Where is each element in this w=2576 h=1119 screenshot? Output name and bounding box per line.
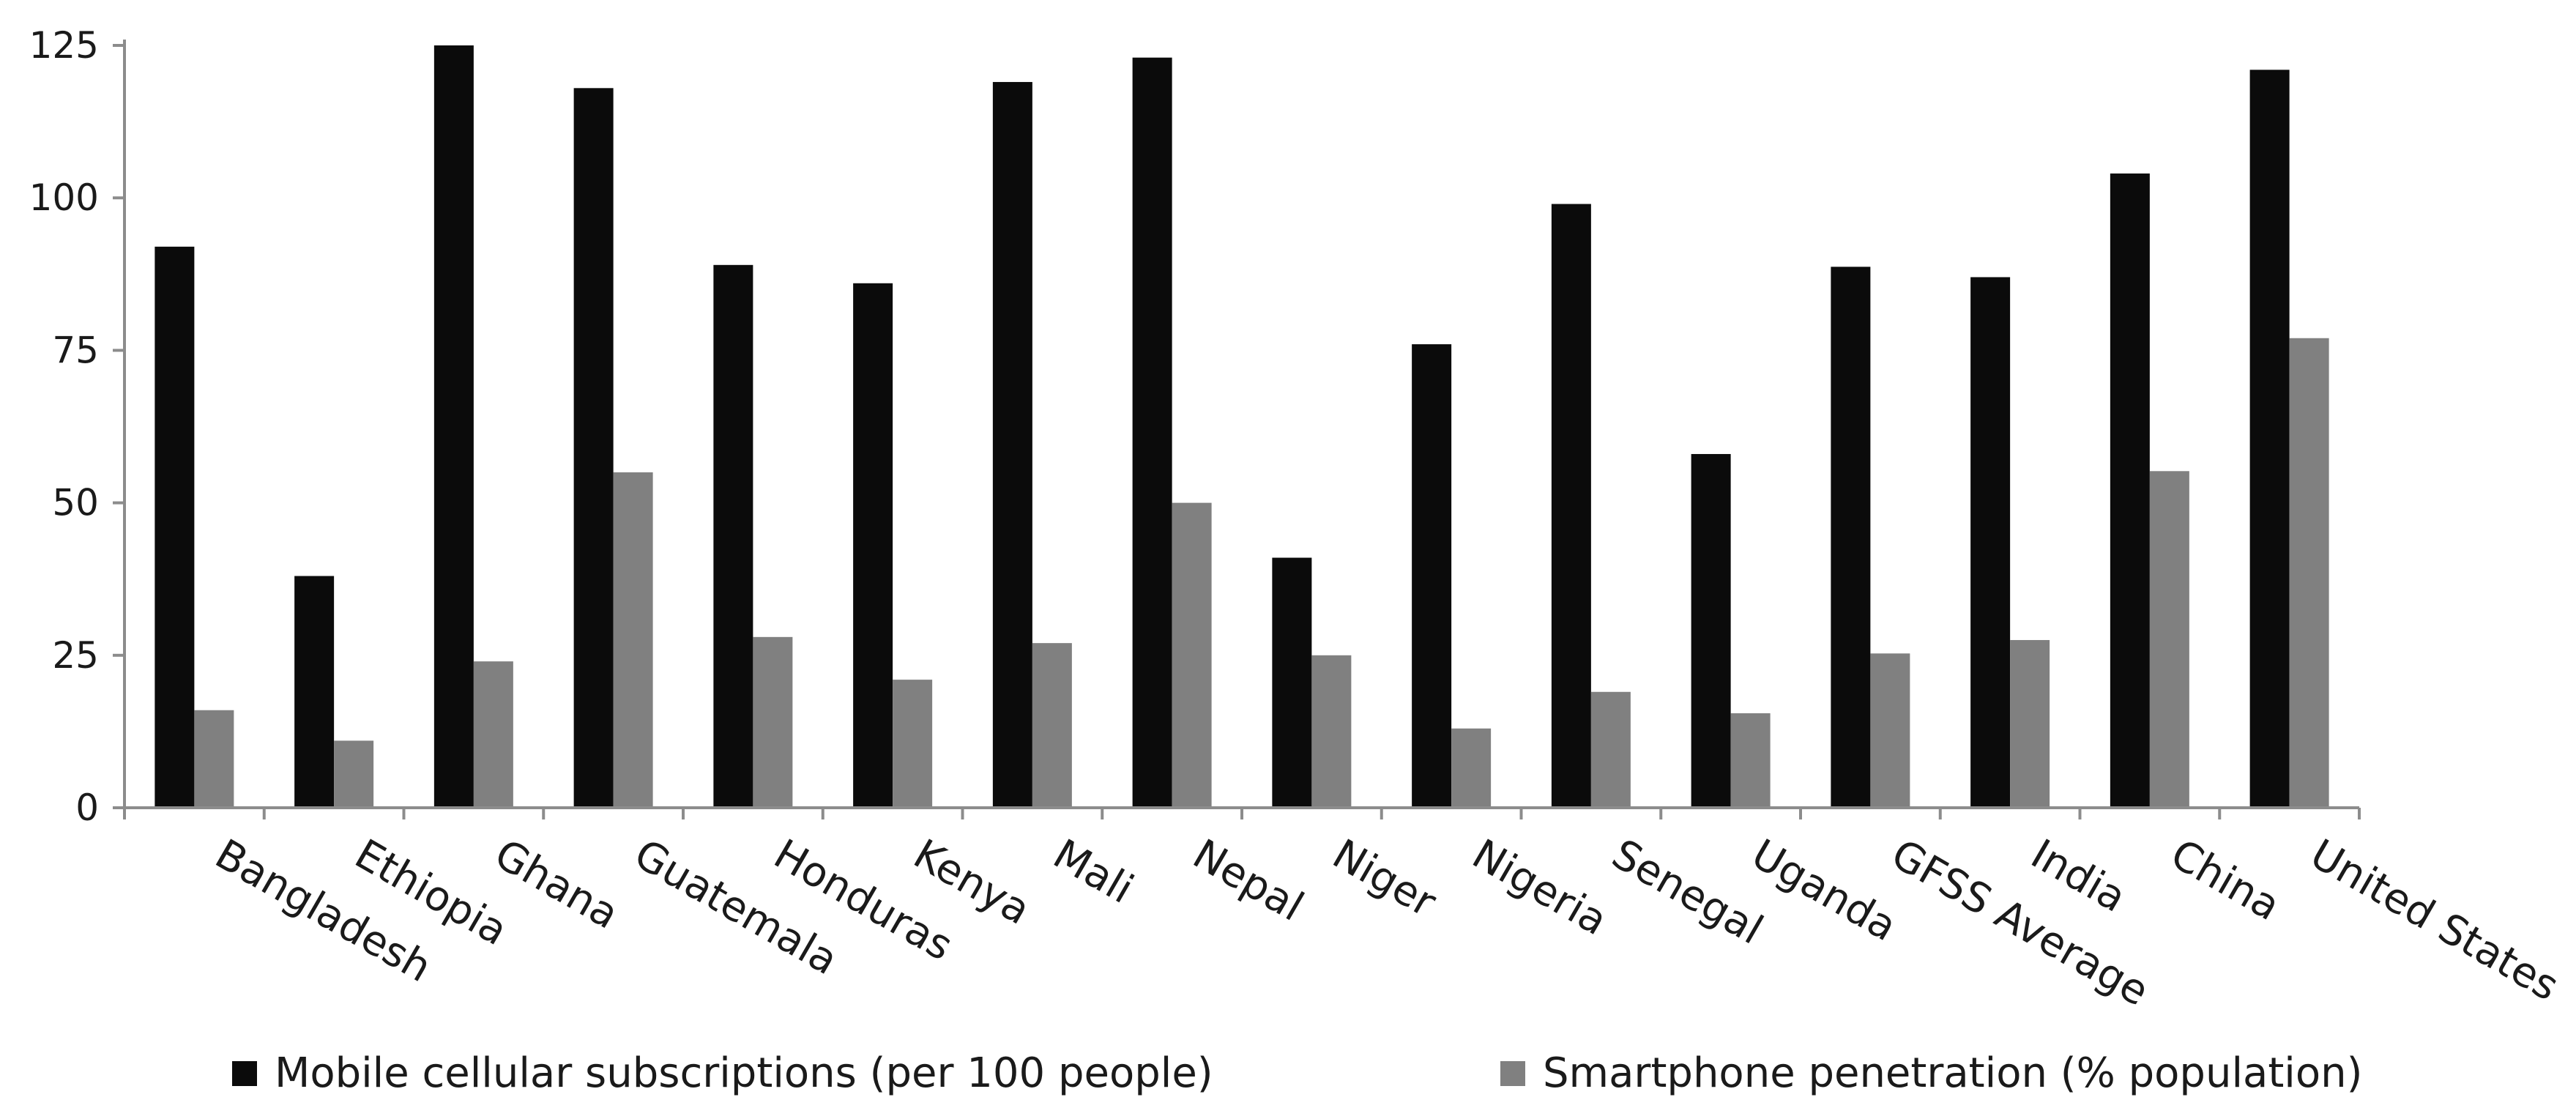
bar-mobile xyxy=(1132,57,1172,808)
bar-smartphone xyxy=(194,710,234,808)
bar-smartphone xyxy=(1032,643,1072,808)
bar-mobile xyxy=(1412,344,1452,808)
bar-smartphone xyxy=(753,636,793,808)
bar-smartphone xyxy=(893,680,933,808)
y-tick-label: 25 xyxy=(52,634,99,677)
bar-smartphone xyxy=(473,661,513,808)
bar-smartphone xyxy=(2289,338,2329,808)
legend-swatch xyxy=(1500,1061,1525,1086)
bar-mobile xyxy=(294,576,335,808)
bar-mobile xyxy=(1831,267,1871,808)
x-category-label: Senegal xyxy=(1604,830,1771,954)
bars-group xyxy=(155,45,2329,808)
bar-mobile xyxy=(1691,453,1731,808)
x-category-label: Uganda xyxy=(1743,830,1905,951)
y-axis-ticks: 0 25 50 75 100 125 xyxy=(29,24,124,829)
bar-mobile xyxy=(573,88,614,808)
y-tick-label: 50 xyxy=(52,482,99,524)
bar-smartphone xyxy=(613,472,653,808)
y-tick-label: 125 xyxy=(29,24,99,67)
y-tick-label: 0 xyxy=(75,787,99,829)
bar-mobile xyxy=(992,81,1032,808)
x-category-label: Nepal xyxy=(1185,830,1311,931)
x-category-label: Niger xyxy=(1325,830,1445,927)
bar-mobile xyxy=(713,264,753,808)
x-category-label: United States xyxy=(2302,830,2566,1011)
bar-smartphone xyxy=(1730,713,1771,808)
bar-smartphone xyxy=(1311,655,1352,808)
bar-smartphone xyxy=(334,740,374,808)
x-category-label: China xyxy=(2163,830,2288,930)
axes-group xyxy=(123,40,2361,819)
legend-label: Smartphone penetration (% population) xyxy=(1543,1049,2362,1097)
x-category-label: Mali xyxy=(1046,830,1142,913)
x-category-label: GFSS Average xyxy=(1883,830,2156,1016)
legend-label: Mobile cellular subscriptions (per 100 p… xyxy=(275,1049,1213,1097)
bar-mobile xyxy=(2249,70,2290,808)
bar-mobile xyxy=(1272,557,1312,808)
bar-smartphone xyxy=(1172,502,1212,808)
bar-smartphone xyxy=(1590,691,1631,808)
bar-mobile xyxy=(2110,173,2150,808)
bar-smartphone xyxy=(2010,639,2050,808)
legend-swatch xyxy=(232,1061,257,1086)
bar-smartphone xyxy=(1870,653,1910,808)
bar-smartphone xyxy=(2149,471,2189,808)
y-tick-label: 75 xyxy=(52,329,99,371)
bar-mobile xyxy=(433,45,474,808)
bar-mobile xyxy=(853,283,893,808)
bar-mobile xyxy=(1551,204,1591,808)
x-category-label: Nigeria xyxy=(1464,830,1615,945)
bar-mobile xyxy=(155,246,195,808)
bar-smartphone xyxy=(1451,728,1492,808)
y-tick-label: 100 xyxy=(29,176,99,219)
legend: Mobile cellular subscriptions (per 100 p… xyxy=(232,1049,2362,1097)
bar-mobile xyxy=(1970,277,2011,808)
